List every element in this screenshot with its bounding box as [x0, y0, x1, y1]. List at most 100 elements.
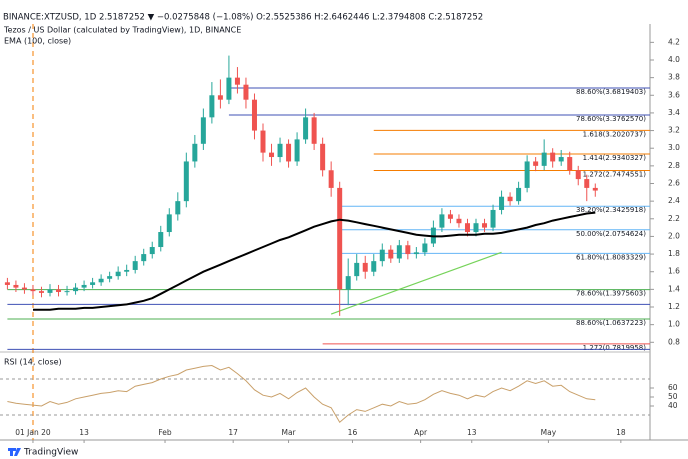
candle-body	[209, 95, 215, 118]
candle-body	[226, 77, 232, 100]
y-tick-label: 2.6	[668, 179, 680, 188]
candle-body	[592, 187, 598, 191]
candle-body	[379, 249, 385, 262]
y-tick-label: 2.8	[668, 161, 680, 170]
ema-legend: EMA (100, close)	[4, 37, 71, 46]
rsi-tick-label: 50	[668, 392, 678, 401]
candle-body	[158, 232, 164, 248]
level-label: 78.60%(1.3975603)	[576, 290, 646, 298]
candle-body	[286, 143, 292, 162]
candle-body	[234, 77, 240, 85]
candle-body	[311, 117, 317, 144]
y-tick-label: 2.0	[668, 231, 680, 240]
trendline	[330, 251, 502, 315]
candle-body	[98, 278, 104, 283]
x-tick-label: 01 Jan 20	[15, 428, 51, 437]
candle-body	[90, 282, 96, 285]
candle-body	[456, 218, 462, 224]
candle-body	[47, 289, 53, 293]
candle-body	[260, 130, 266, 153]
y-tick-label: 2.2	[668, 214, 680, 223]
candle-body	[73, 287, 79, 292]
y-tick-label: 1.6	[668, 267, 680, 276]
candle-body	[21, 287, 27, 290]
rsi-tick-label: 60	[668, 383, 678, 392]
y-tick-label: 3.2	[668, 126, 680, 135]
candle-body	[4, 282, 10, 285]
y-tick-label: 3.0	[668, 143, 680, 152]
footer-brand: TradingView	[23, 448, 78, 458]
candle-body	[388, 249, 394, 259]
candle-body	[396, 245, 402, 259]
candle-body	[107, 276, 113, 279]
candle-body	[13, 284, 19, 288]
x-tick-label: 16	[348, 428, 358, 437]
candle-body	[541, 152, 547, 166]
candle-body	[371, 261, 377, 272]
level-label: 1.618(3.2020737)	[583, 130, 647, 138]
y-tick-label: 1.4	[668, 284, 680, 293]
x-tick-label: 17	[228, 428, 238, 437]
candle-body	[64, 291, 70, 293]
candle-body	[354, 262, 360, 277]
candle-body	[81, 284, 87, 288]
level-label: 1.272(0.7819958)	[583, 344, 647, 352]
rsi-legend: RSI (14, close)	[4, 358, 62, 367]
candle-body	[345, 276, 351, 290]
candle-body	[183, 161, 189, 202]
x-tick-label: 18	[616, 428, 626, 437]
y-tick-label: 2.4	[668, 196, 680, 205]
x-tick-label: 13	[467, 428, 477, 437]
candle-body	[166, 214, 172, 233]
candle-body	[439, 214, 445, 228]
candle-body	[490, 209, 496, 228]
candle-body	[320, 143, 326, 171]
chart-title: Tezos / US Dollar (calculated by Trading…	[3, 26, 241, 35]
y-tick-label: 3.4	[668, 108, 680, 117]
rsi-tick-label: 40	[668, 401, 678, 410]
candle-body	[422, 243, 428, 253]
candle-body	[269, 152, 275, 158]
candle-body	[56, 289, 62, 293]
y-tick-label: 0.8	[668, 337, 680, 346]
candle-body	[516, 187, 522, 202]
candle-body	[575, 170, 581, 180]
candle-body	[499, 196, 505, 210]
candle-body	[277, 143, 283, 158]
candle-body	[558, 157, 564, 162]
candle-body	[175, 201, 181, 215]
x-tick-label: Mar	[281, 428, 296, 437]
level-label: 1.414(2.9340327)	[583, 154, 647, 162]
candle-body	[294, 139, 300, 162]
candle-body	[243, 84, 249, 100]
candle-body	[482, 223, 488, 228]
candle-body	[30, 289, 36, 292]
candle-body	[132, 261, 138, 270]
level-label: 88.60%(3.6819403)	[576, 88, 646, 96]
candle-body	[192, 143, 198, 162]
candle-body	[447, 214, 453, 219]
candle-body	[303, 117, 309, 140]
candle-body	[567, 157, 573, 171]
level-label: 38.20%(2.3425918)	[576, 206, 646, 214]
candle-body	[200, 117, 206, 144]
level-label: 50.00%(2.0754624)	[576, 230, 646, 238]
candle-body	[405, 245, 411, 255]
y-tick-label: 1.8	[668, 249, 680, 258]
candle-body	[38, 291, 44, 293]
candle-body	[149, 247, 155, 255]
candle-body	[524, 161, 530, 188]
level-label: 88.60%(1.0637223)	[576, 319, 646, 327]
y-tick-label: 3.6	[668, 90, 680, 99]
level-label: 61.80%(1.8083329)	[576, 253, 646, 261]
y-tick-label: 4.2	[668, 37, 680, 46]
y-tick-label: 3.8	[668, 73, 680, 82]
candle-body	[533, 161, 539, 166]
candle-body	[337, 187, 343, 290]
candle-body	[251, 99, 257, 131]
rsi-line	[7, 364, 596, 423]
logo	[8, 448, 21, 456]
level-label: 78.60%(3.3762570)	[576, 115, 646, 123]
candle-body	[584, 179, 590, 188]
